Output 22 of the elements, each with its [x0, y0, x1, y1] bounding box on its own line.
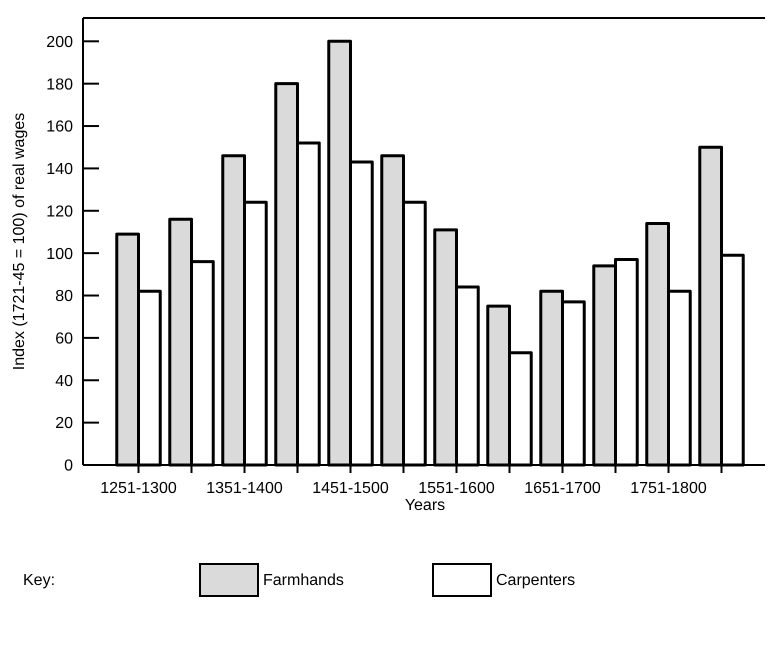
y-tick-label: 20 — [55, 415, 74, 432]
legend-label: Carpenters — [496, 572, 576, 589]
y-tick-label: 40 — [55, 372, 74, 390]
x-tick-label: 1451-1500 — [312, 480, 389, 497]
y-tick-label: 80 — [55, 288, 74, 306]
x-tick-label: 1751-1800 — [630, 480, 707, 497]
x-tick-label: 1251-1300 — [100, 480, 177, 497]
y-axis-title: Index (1721-45 = 100) of real wages — [11, 112, 28, 370]
x-tick-label: 1651-1700 — [524, 480, 601, 497]
y-tick-label: 120 — [46, 203, 74, 220]
y-tick-label: 60 — [55, 330, 74, 348]
y-tick-label: 100 — [46, 246, 74, 263]
legend-label: Farmhands — [263, 572, 344, 589]
y-tick-label: 140 — [46, 161, 74, 178]
y-tick-label: 160 — [46, 118, 74, 136]
y-tick-label: 200 — [46, 34, 74, 51]
x-tick-label: 1351-1400 — [206, 480, 283, 497]
y-tick-label: 180 — [46, 76, 74, 94]
x-tick-label: 1551-1600 — [418, 480, 495, 497]
y-tick-label: 0 — [64, 458, 74, 475]
x-axis-title: Years — [404, 497, 446, 514]
legend-title: Key: — [23, 572, 56, 589]
